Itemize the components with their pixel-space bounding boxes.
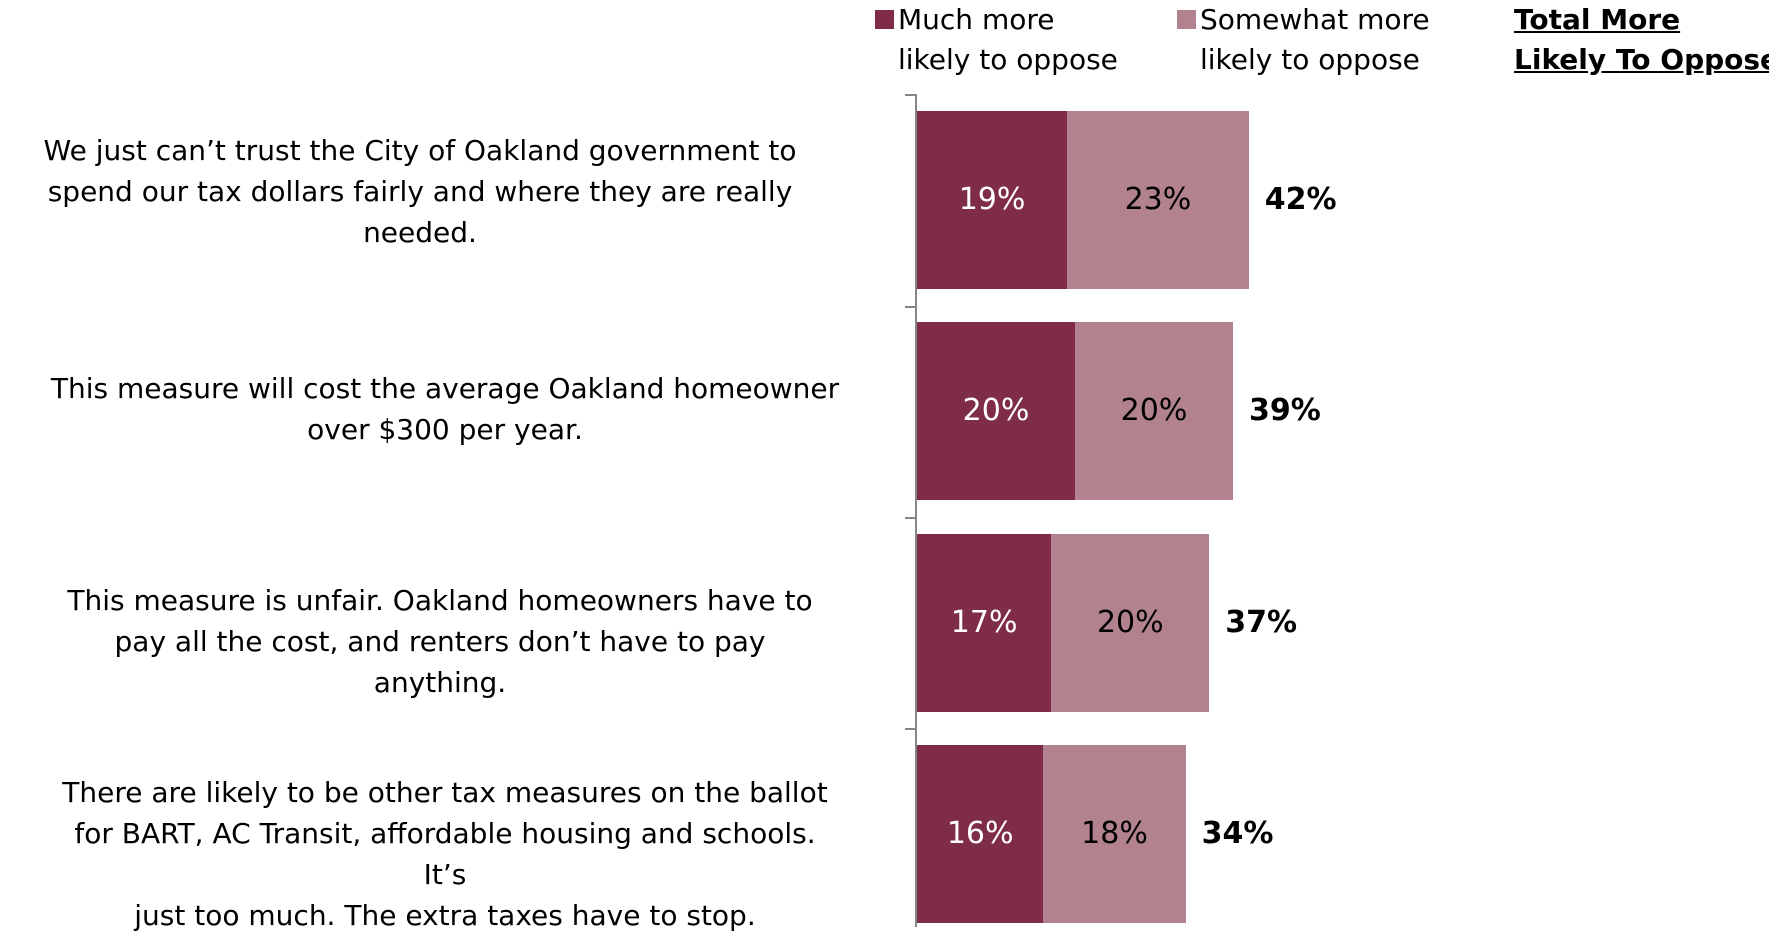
axis-tick [905, 94, 915, 96]
total-value-label: 42% [1264, 182, 1337, 217]
category-label: This measure will cost the average Oakla… [50, 372, 840, 446]
total-value-label: 39% [1249, 393, 1321, 428]
legend-label-somewhat-more: Somewhat more likely to oppose [1200, 3, 1430, 76]
bar-value-label: 17% [950, 605, 1018, 640]
axis-tick [905, 517, 915, 519]
bar-segment-much-more [917, 111, 1068, 289]
bar-value-label: 19% [958, 182, 1026, 217]
category-label: There are likely to be other tax measure… [62, 776, 828, 932]
category-label: We just can’t trust the City of Oakland … [43, 134, 797, 249]
bar-segment-much-more [917, 322, 1075, 500]
bar-segment-much-more [917, 534, 1052, 712]
axis-tick [905, 306, 915, 308]
bar-segment-somewhat-more [1043, 745, 1186, 923]
total-value-label: 37% [1225, 605, 1298, 640]
bar-segment-much-more [917, 745, 1044, 923]
total-value-label: 34% [1201, 816, 1274, 851]
category-axis-line [915, 94, 917, 927]
bar-segment-somewhat-more [1051, 534, 1210, 712]
bar-value-label: 16% [946, 816, 1014, 851]
legend-swatch-somewhat-more [1177, 10, 1196, 29]
bar-value-label: 18% [1081, 816, 1148, 851]
bar-segment-somewhat-more [1067, 111, 1249, 289]
bar-segment-somewhat-more [1075, 322, 1233, 500]
bar-value-label: 20% [1120, 393, 1188, 428]
category-label: This measure is unfair. Oakland homeowne… [67, 584, 813, 699]
axis-tick [905, 728, 915, 730]
bar-value-label: 23% [1124, 182, 1192, 217]
total-column-header: Total More Likely To Oppose [1514, 3, 1769, 76]
legend-label-much-more: Much more likely to oppose [898, 3, 1118, 76]
legend-swatch-much-more [875, 10, 894, 29]
bar-value-label: 20% [962, 393, 1030, 428]
bar-value-label: 20% [1096, 605, 1164, 640]
